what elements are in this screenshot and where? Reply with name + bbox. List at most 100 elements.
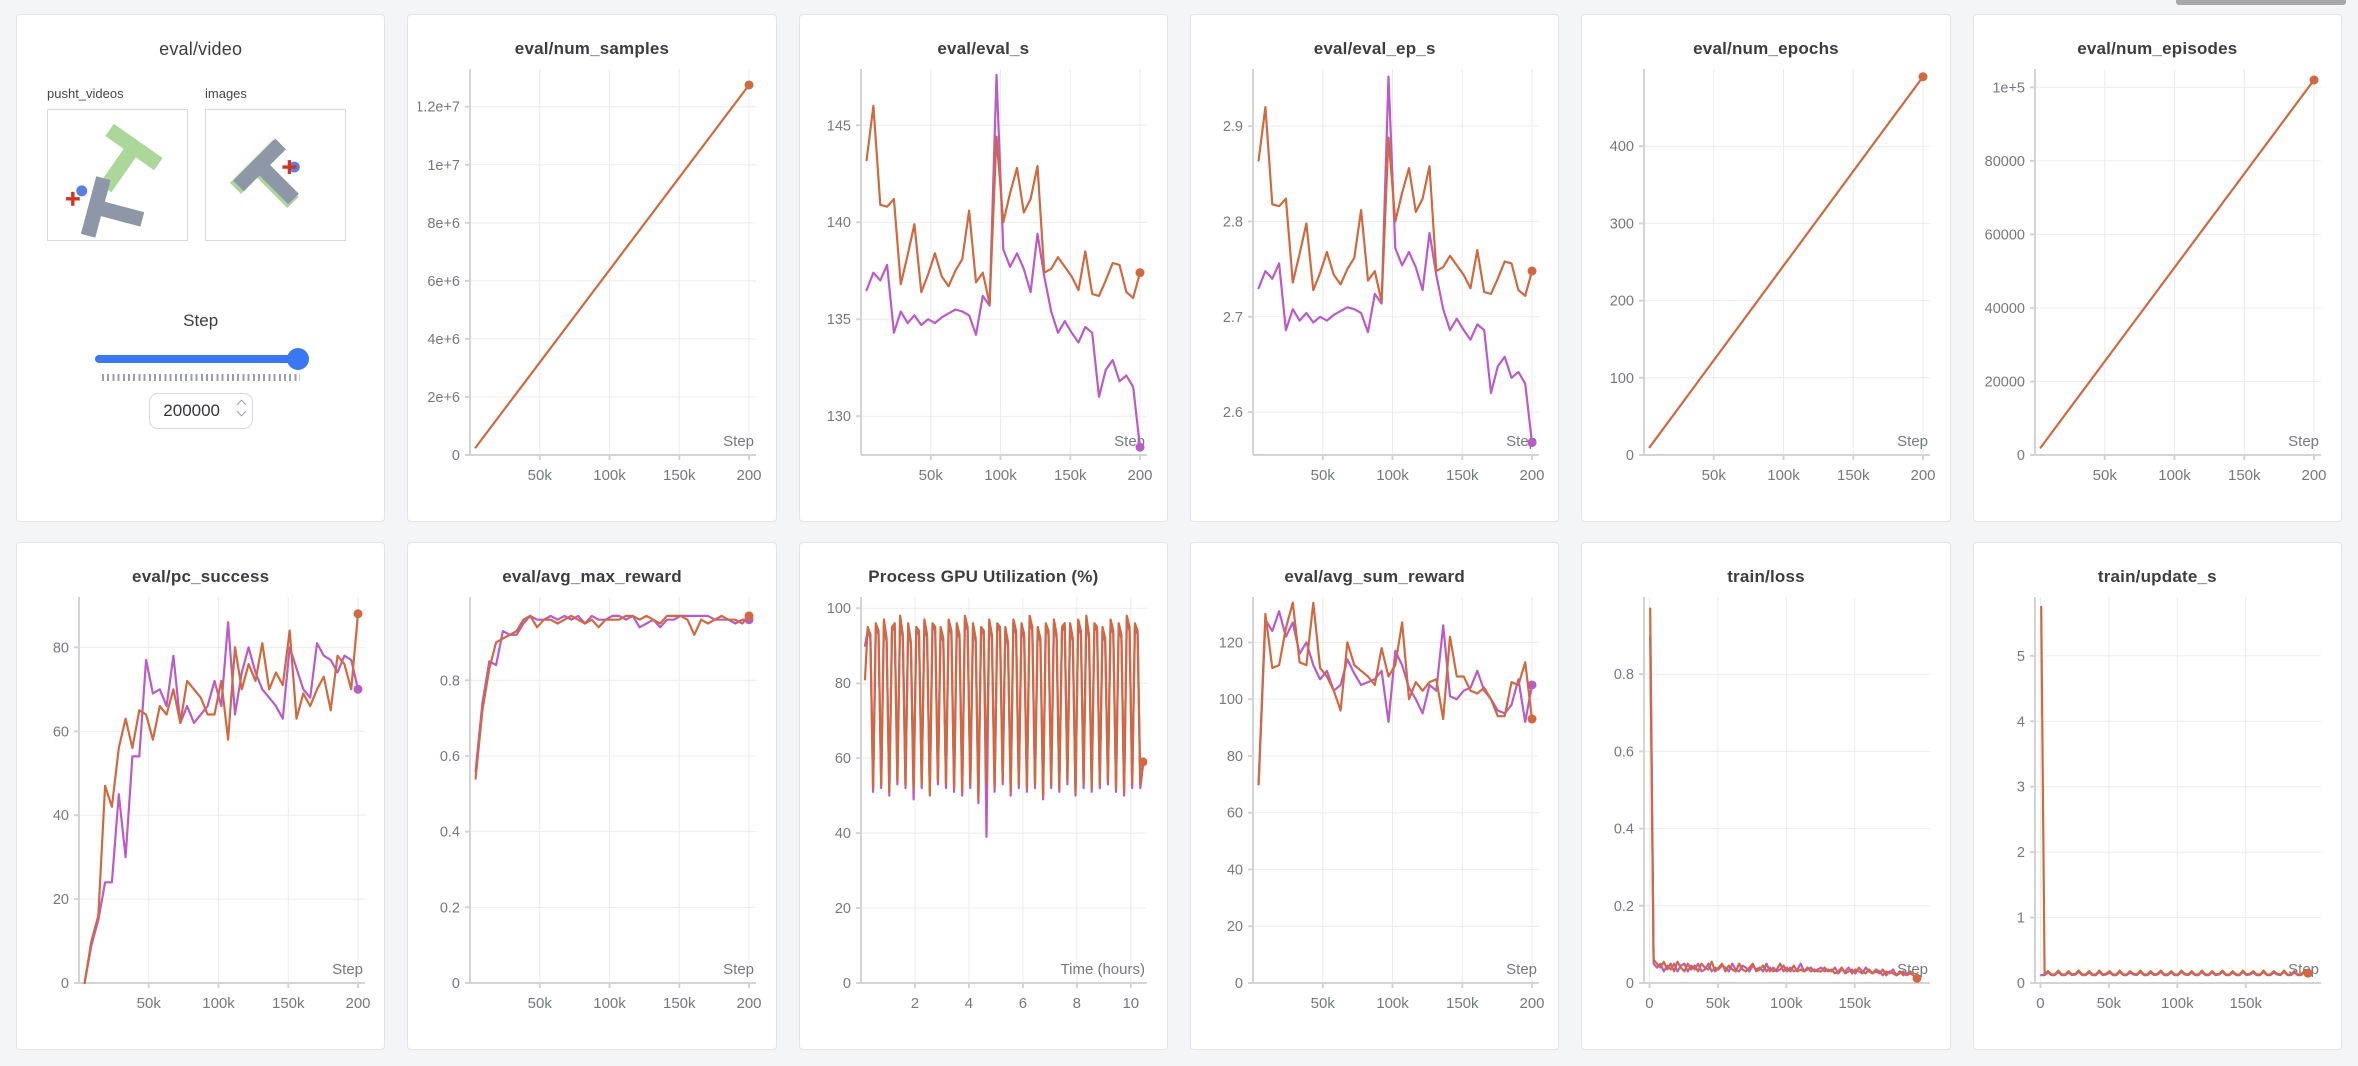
svg-text:50k: 50k bbox=[1310, 995, 1335, 1012]
media-label: pusht_videos bbox=[47, 86, 124, 101]
chart-plot-area[interactable]: 0 0.2 0.4 0.6 0.8 50k 100k 150k 200 Step bbox=[418, 589, 766, 1021]
panel-eval-eval-ep-s: eval/eval_ep_s 2.6 2.7 2.8 2.9 50k 100k 150k 20… bbox=[1190, 14, 1560, 522]
svg-text:50k: 50k bbox=[528, 467, 553, 484]
svg-text:2e+6: 2e+6 bbox=[427, 390, 460, 406]
chart-plot-area[interactable]: 0 20000 40000 60000 80000 1e+5 50k 100k 150k 200 S… bbox=[1983, 61, 2331, 493]
horizontal-scrollbar-thumb[interactable] bbox=[2176, 0, 2346, 5]
chart-plot-area[interactable]: 0 100 200 300 400 50k 100k 150k 200 Step bbox=[1592, 61, 1940, 493]
svg-text:6: 6 bbox=[1019, 995, 1027, 1012]
media-block-pusht-videos: pusht_videos bbox=[47, 86, 188, 241]
chart-svg: 0 20 40 60 80 100 120 50k 100k 150k 200 Step bbox=[1218, 597, 1544, 1012]
chart-svg: 0 100 200 300 400 50k 100k 150k 200 Step bbox=[1610, 69, 1936, 484]
svg-text:6e+6: 6e+6 bbox=[427, 274, 460, 290]
step-input-group bbox=[148, 393, 253, 429]
media-label: images bbox=[205, 86, 247, 101]
svg-text:200: 200 bbox=[1128, 467, 1153, 484]
svg-text:20: 20 bbox=[53, 892, 69, 908]
svg-text:60: 60 bbox=[835, 751, 851, 767]
chart-title: train/loss bbox=[1727, 567, 1805, 586]
svg-text:100k: 100k bbox=[202, 995, 235, 1012]
svg-text:0.6: 0.6 bbox=[1614, 744, 1634, 760]
svg-text:150k: 150k bbox=[1838, 995, 1871, 1012]
chart-title: eval/pc_success bbox=[132, 567, 270, 586]
svg-text:2.7: 2.7 bbox=[1222, 310, 1242, 326]
svg-text:0: 0 bbox=[1235, 976, 1243, 992]
step-slider[interactable] bbox=[94, 347, 309, 371]
svg-text:200: 200 bbox=[1519, 467, 1544, 484]
svg-text:150k: 150k bbox=[2230, 995, 2263, 1012]
svg-text:50k: 50k bbox=[2093, 467, 2118, 484]
svg-text:40: 40 bbox=[835, 826, 851, 842]
chart-title: eval/avg_sum_reward bbox=[1284, 567, 1465, 586]
chart-plot-area[interactable]: 0 1 2 3 4 5 0 50k 100k 150k Step bbox=[1983, 589, 2331, 1021]
svg-text:50k: 50k bbox=[1702, 467, 1727, 484]
svg-text:200: 200 bbox=[345, 995, 370, 1012]
svg-text:Step: Step bbox=[1897, 433, 1928, 450]
svg-text:150k: 150k bbox=[1446, 995, 1479, 1012]
chart-plot-area[interactable]: 0 0.2 0.4 0.6 0.8 0 50k 100k 150k Step bbox=[1592, 589, 1940, 1021]
svg-text:2: 2 bbox=[2017, 845, 2025, 861]
svg-text:100k: 100k bbox=[1376, 467, 1409, 484]
svg-text:100k: 100k bbox=[593, 467, 626, 484]
svg-text:100k: 100k bbox=[593, 995, 626, 1012]
chart-title: eval/num_samples bbox=[514, 39, 670, 58]
step-slider-ticks bbox=[101, 374, 300, 381]
svg-text:40000: 40000 bbox=[1985, 301, 2025, 317]
svg-text:60000: 60000 bbox=[1985, 227, 2025, 243]
panel-eval-avg-sum-reward: eval/avg_sum_reward 0 20 40 60 80 100 120 50k 10… bbox=[1190, 542, 1560, 1050]
svg-text:40: 40 bbox=[53, 808, 69, 824]
svg-text:4e+6: 4e+6 bbox=[427, 332, 460, 348]
svg-text:0: 0 bbox=[2037, 995, 2045, 1012]
svg-text:20: 20 bbox=[1227, 919, 1243, 935]
svg-text:150k: 150k bbox=[1054, 467, 1087, 484]
chart-svg: 0 20000 40000 60000 80000 1e+5 50k 100k 150k 200 S… bbox=[1985, 69, 2327, 484]
chart-plot-area[interactable]: 2.6 2.7 2.8 2.9 50k 100k 150k 200 Step bbox=[1201, 61, 1549, 493]
chart-plot-area[interactable]: 0 20 40 60 80 50k 100k 150k 200 Step bbox=[27, 589, 375, 1021]
step-control: Step bbox=[17, 311, 384, 429]
svg-text:Step: Step bbox=[723, 433, 754, 450]
step-slider-handle[interactable] bbox=[286, 348, 309, 370]
images-thumbnail[interactable] bbox=[205, 109, 346, 241]
svg-text:0.2: 0.2 bbox=[1614, 899, 1634, 915]
svg-text:100: 100 bbox=[827, 601, 851, 617]
svg-text:3: 3 bbox=[2017, 780, 2025, 796]
svg-text:100: 100 bbox=[1218, 692, 1242, 708]
svg-text:150k: 150k bbox=[663, 467, 696, 484]
svg-text:150k: 150k bbox=[272, 995, 305, 1012]
svg-text:2: 2 bbox=[911, 995, 919, 1012]
step-slider-label: Step bbox=[183, 311, 219, 330]
chart-plot-area[interactable]: 0 20 40 60 80 100 120 50k 100k 150k 200 Step bbox=[1201, 589, 1549, 1021]
svg-text:0: 0 bbox=[843, 976, 851, 992]
spinner-down-icon[interactable] bbox=[236, 406, 247, 417]
svg-text:50k: 50k bbox=[528, 995, 553, 1012]
step-value-input[interactable] bbox=[148, 393, 253, 429]
svg-text:80: 80 bbox=[835, 676, 851, 692]
svg-text:50k: 50k bbox=[919, 467, 944, 484]
svg-text:0.4: 0.4 bbox=[440, 825, 460, 841]
step-spinner[interactable] bbox=[236, 399, 247, 417]
panel-eval-avg-max-reward: eval/avg_max_reward 0 0.2 0.4 0.6 0.8 50k 100k… bbox=[407, 542, 777, 1050]
svg-text:0.4: 0.4 bbox=[1614, 822, 1634, 838]
pusht-env-image bbox=[65, 123, 163, 238]
svg-text:200: 200 bbox=[736, 467, 761, 484]
chart-plot-area[interactable]: 0 20 40 60 80 100 2 4 6 8 10 Time (hours) bbox=[809, 589, 1157, 1021]
svg-text:Time (hours): Time (hours) bbox=[1061, 961, 1145, 978]
svg-text:50k: 50k bbox=[1706, 995, 1731, 1012]
step-slider-track[interactable] bbox=[94, 355, 307, 363]
svg-text:130: 130 bbox=[827, 409, 851, 425]
svg-text:80: 80 bbox=[53, 640, 69, 656]
chart-svg: 0 20 40 60 80 100 2 4 6 8 10 Time (hours) bbox=[827, 597, 1148, 1012]
svg-text:150k: 150k bbox=[1446, 467, 1479, 484]
panel-eval-eval-s: eval/eval_s 130 135 140 145 50k 100k 150k 200 St… bbox=[798, 14, 1168, 522]
pusht-video-thumbnail[interactable] bbox=[47, 109, 188, 241]
chart-plot-area[interactable]: 130 135 140 145 50k 100k 150k 200 Step bbox=[809, 61, 1157, 493]
svg-text:20000: 20000 bbox=[1985, 374, 2025, 390]
svg-text:20: 20 bbox=[835, 901, 851, 917]
svg-text:50k: 50k bbox=[136, 995, 161, 1012]
svg-text:200: 200 bbox=[1910, 467, 1935, 484]
chart-plot-area[interactable]: 0 2e+6 4e+6 6e+6 8e+6 1e+7 1.2e+7 50k 100k 150k 20… bbox=[418, 61, 766, 493]
svg-text:50k: 50k bbox=[2097, 995, 2122, 1012]
svg-text:0: 0 bbox=[452, 976, 460, 992]
